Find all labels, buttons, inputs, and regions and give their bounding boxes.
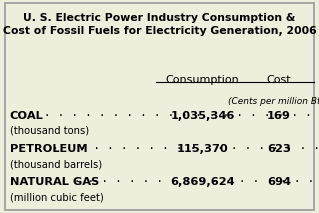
Text: · · · · · · · · · · · · · · · · · · · · · · · · ·: · · · · · · · · · · · · · · · · · · · · … [52,144,319,154]
Text: NATURAL GAS: NATURAL GAS [10,177,99,187]
Text: 694: 694 [267,177,291,187]
Text: 169: 169 [267,111,291,121]
Text: PETROLEUM: PETROLEUM [10,144,87,154]
Text: · · · · · · · · · · · · · · · · · · · · · · ·: · · · · · · · · · · · · · · · · · · · · … [60,177,319,187]
FancyBboxPatch shape [5,3,314,210]
Text: (Cents per million Btu): (Cents per million Btu) [228,97,319,106]
Text: Cost of Fossil Fuels for Electricity Generation, 2006: Cost of Fossil Fuels for Electricity Gen… [3,26,316,36]
Text: 1,035,346: 1,035,346 [170,111,235,121]
Text: U. S. Electric Power Industry Consumption &: U. S. Electric Power Industry Consumptio… [23,13,296,23]
Text: Cost: Cost [267,75,292,85]
Text: 623: 623 [267,144,291,154]
Text: 6,869,624: 6,869,624 [170,177,235,187]
Text: Consumption: Consumption [166,75,240,85]
Text: (thousand tons): (thousand tons) [10,126,89,136]
Text: (thousand barrels): (thousand barrels) [10,159,102,169]
Text: COAL: COAL [10,111,43,121]
Text: · · · · · · · · · · · · · · · · · · · · · · · · · · · · · ·: · · · · · · · · · · · · · · · · · · · · … [30,111,319,121]
Text: (million cubic feet): (million cubic feet) [10,192,103,202]
Text: 115,370: 115,370 [177,144,228,154]
